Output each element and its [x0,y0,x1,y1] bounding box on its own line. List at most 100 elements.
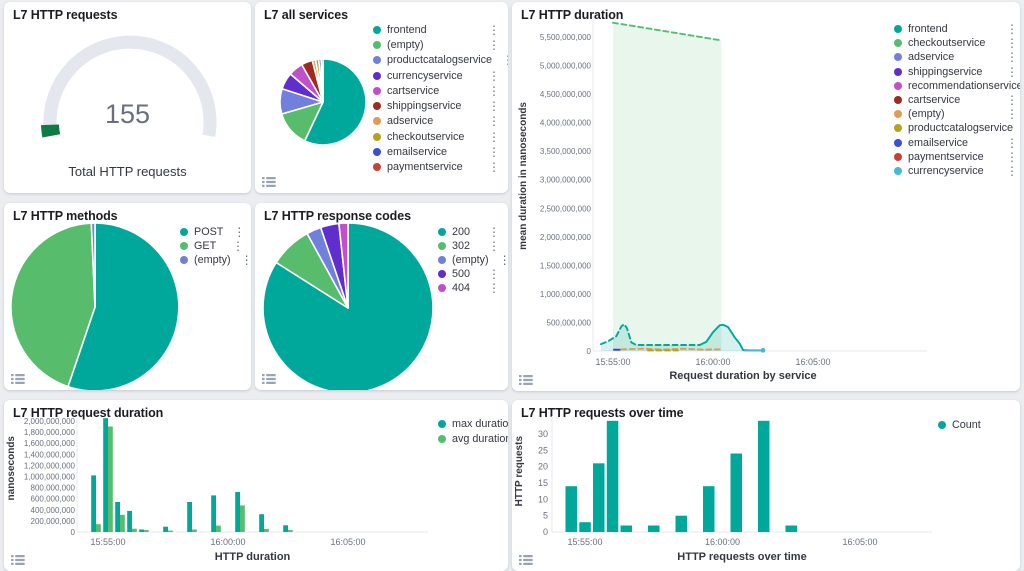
pie-slice-200[interactable] [262,222,434,390]
response-codes-pie-chart[interactable] [255,203,508,390]
legend-toggle-icon[interactable] [11,554,25,566]
legend-item[interactable]: avg duration [438,431,508,446]
legend-item-menu-icon[interactable]: ⋮ [1006,50,1018,65]
bar[interactable] [187,502,192,532]
bar[interactable] [211,495,216,532]
bar[interactable] [235,492,240,532]
legend-item-menu-icon[interactable]: ⋮ [1006,163,1018,178]
bar[interactable] [139,529,144,533]
legend-item-menu-icon[interactable]: ⋮ [498,253,508,267]
legend-item-menu-icon[interactable]: ⋮ [488,83,500,98]
legend-item[interactable]: Count [938,417,1016,432]
legend-item-menu-icon[interactable]: ⋮ [232,239,244,253]
legend-item[interactable]: cartservice ⋮ [373,83,500,98]
legend-item-menu-icon[interactable]: ⋮ [488,114,500,129]
pie-slice-paymentservice[interactable] [320,58,324,103]
pie-slice-GET[interactable] [10,222,96,388]
bar[interactable] [606,420,619,532]
legend-item-menu-icon[interactable]: ⋮ [1006,36,1018,51]
http-methods-pie-chart[interactable] [4,203,251,390]
legend-item[interactable]: (empty) ⋮ [373,37,500,52]
legend-item-menu-icon[interactable]: ⋮ [488,37,500,52]
bar[interactable] [240,505,245,532]
legend-toggle-icon[interactable] [519,554,533,566]
legend-item[interactable]: emailservice ⋮ [373,144,500,159]
bar[interactable] [283,525,288,532]
legend-item-menu-icon[interactable]: ⋮ [488,22,500,37]
legend-item[interactable]: (empty) ⋮ [180,253,251,267]
legend-item-menu-icon[interactable]: ⋮ [488,225,500,239]
all-services-pie-chart[interactable] [255,2,508,193]
legend-item[interactable]: (empty) ⋮ [438,253,508,267]
legend-item-menu-icon[interactable]: ⋮ [488,160,500,175]
legend-item[interactable]: shippingservice ⋮ [373,98,500,113]
legend-item[interactable]: paymentservice ⋮ [373,160,500,175]
bar[interactable] [91,475,96,532]
bar[interactable] [192,529,197,533]
legend-item-menu-icon[interactable]: ⋮ [488,239,500,253]
legend-item[interactable]: frontend ⋮ [894,22,1018,36]
legend-item[interactable]: 302 ⋮ [438,239,500,253]
bar[interactable] [103,418,108,532]
legend-item[interactable]: currencyservice ⋮ [373,68,500,83]
legend-item-menu-icon[interactable]: ⋮ [1006,149,1018,164]
legend-item[interactable]: max duration [438,416,508,431]
bar[interactable] [259,514,264,532]
bar[interactable] [620,525,633,533]
bar[interactable] [758,420,770,532]
request-duration-bar-chart[interactable]: 0 200,000,000 400,000,000 600,000,000 800,00… [4,400,508,571]
bar[interactable] [120,514,125,532]
legend-item[interactable]: emailservice ⋮ [894,136,1018,150]
legend-item-menu-icon[interactable]: ⋮ [1006,93,1018,108]
legend-item-menu-icon[interactable]: ⋮ [488,129,500,144]
legend-item[interactable]: checkoutservice ⋮ [373,129,500,144]
legend-item[interactable]: GET ⋮ [180,239,244,253]
bar[interactable] [168,530,173,532]
legend-item-menu-icon[interactable]: ⋮ [240,253,251,267]
legend-item[interactable]: (empty) ⋮ [894,107,1018,121]
bar[interactable] [163,526,168,532]
bar[interactable] [127,510,132,532]
legend-item[interactable]: POST ⋮ [180,225,245,239]
legend-item-menu-icon[interactable]: ⋮ [1006,64,1018,79]
bar[interactable] [264,528,269,532]
legend-item[interactable]: checkoutservice ⋮ [894,36,1018,50]
legend-toggle-icon[interactable] [11,373,25,385]
requests-over-time-bar-chart[interactable]: 0 5 10 15 20 25 30 15:55:00 16:00:00 16:05:00 [512,400,1020,571]
bar[interactable] [648,525,660,533]
bar[interactable] [565,486,578,532]
bar[interactable] [144,530,149,532]
legend-item-menu-icon[interactable]: ⋮ [498,54,508,66]
bar[interactable] [108,426,113,533]
bar[interactable] [785,525,798,533]
legend-item-menu-icon[interactable]: ⋮ [1006,107,1018,122]
legend-item-menu-icon[interactable]: ⋮ [488,68,500,83]
legend-item-menu-icon[interactable]: ⋮ [1006,22,1018,37]
legend-item[interactable]: frontend ⋮ [373,22,500,37]
legend-item[interactable]: productcatalogservice ⋮ [894,121,1018,135]
bar[interactable] [132,528,137,532]
bar[interactable] [579,522,591,532]
legend-item[interactable]: 500 ⋮ [438,267,500,281]
legend-item[interactable]: cartservice ⋮ [894,93,1018,107]
legend-item-menu-icon[interactable]: ⋮ [1006,135,1018,150]
pie-slice-404[interactable] [338,222,349,309]
legend-item[interactable]: 200 ⋮ [438,225,500,239]
legend-toggle-icon[interactable] [262,373,276,385]
legend-item[interactable]: recommendationservice⋮ [894,79,1020,93]
series-line-frontend[interactable] [600,323,701,346]
legend-item[interactable]: adservice ⋮ [373,114,500,129]
legend-toggle-icon[interactable] [262,176,276,188]
bar[interactable] [703,486,715,532]
pie-slice-(empty)[interactable] [90,222,96,308]
bar[interactable] [730,453,743,533]
legend-item[interactable]: paymentservice ⋮ [894,150,1018,164]
bar[interactable] [675,515,688,533]
legend-item[interactable]: adservice ⋮ [894,50,1018,64]
bar[interactable] [216,525,221,532]
legend-item-menu-icon[interactable]: ⋮ [1019,122,1020,134]
bar[interactable] [593,463,605,532]
duration-area-chart[interactable]: 0 500,000,000 1,000,000,000 1,500,000,000 2,… [512,2,1020,391]
legend-item-menu-icon[interactable]: ⋮ [488,145,500,160]
legend-item[interactable]: currencyservice ⋮ [894,164,1018,178]
